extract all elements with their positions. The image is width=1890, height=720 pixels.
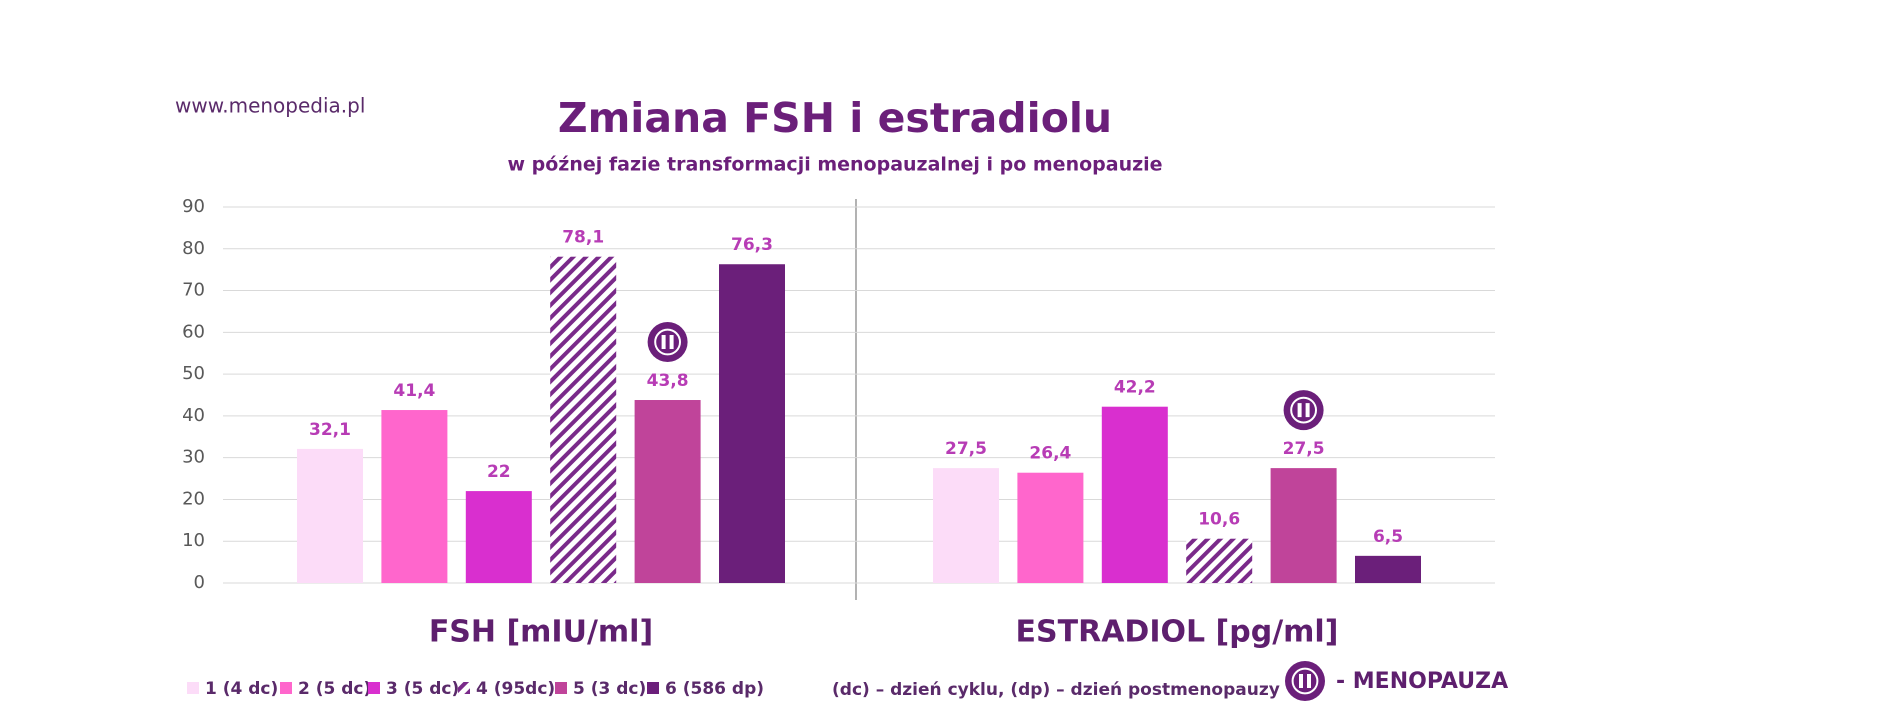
- bar: [933, 468, 999, 583]
- bar: [1270, 468, 1337, 583]
- y-tick-label: 60: [182, 321, 205, 342]
- bar: [634, 400, 701, 583]
- value-label: 76,3: [731, 235, 773, 255]
- menopause-icon: [1285, 661, 1325, 701]
- value-label: 26,4: [1029, 444, 1071, 464]
- value-label: 6,5: [1373, 527, 1403, 547]
- bar: [1355, 555, 1421, 583]
- menopause-icon: [1283, 390, 1324, 431]
- source: www.menopedia.pl: [175, 94, 365, 118]
- menopause-icon: [647, 322, 688, 363]
- category-label: FSH [mIU/ml]: [429, 615, 653, 650]
- y-tick-label: 90: [182, 196, 205, 217]
- y-tick-label: 0: [194, 572, 205, 593]
- icon-ring: [1290, 396, 1317, 424]
- footnote: (dc) – dzień cyklu, (dp) – dzień postmen…: [832, 680, 1280, 700]
- bar: [1017, 472, 1084, 583]
- icon-bar: [661, 335, 666, 350]
- icon-bar: [669, 335, 674, 350]
- icon-circle: [1285, 661, 1325, 701]
- value-label: 42,2: [1114, 378, 1156, 398]
- icon-bar: [1307, 674, 1311, 688]
- y-tick-label: 80: [182, 238, 205, 259]
- bar: [1101, 406, 1168, 583]
- value-label: 78,1: [562, 228, 604, 248]
- category-label: ESTRADIOL [pg/ml]: [1016, 615, 1339, 650]
- legend-swatch: [458, 682, 470, 694]
- legend-label: 4 (95dc): [476, 679, 555, 699]
- bar: [550, 256, 617, 583]
- bar: [719, 264, 785, 583]
- legend-swatch: [647, 682, 659, 694]
- y-tick-label: 20: [182, 488, 205, 509]
- legend-swatch: [555, 682, 567, 694]
- chart-title: Zmiana FSH i estradiolu: [558, 94, 1112, 142]
- icon-bar: [1299, 674, 1303, 688]
- legend-label: 1 (4 dc): [205, 679, 278, 699]
- y-tick-label: 40: [182, 405, 205, 426]
- icon-bar: [1305, 403, 1310, 418]
- value-label: 32,1: [309, 420, 351, 440]
- value-label: 43,8: [647, 371, 689, 391]
- chart-subtitle: w późnej fazie transformacji menopauzaln…: [507, 154, 1162, 176]
- bar: [465, 491, 532, 583]
- y-tick-label: 10: [182, 530, 205, 551]
- legend-swatch: [187, 682, 199, 694]
- legend-label: 2 (5 dc): [298, 679, 371, 699]
- value-label: 41,4: [393, 381, 435, 401]
- icon-circle: [647, 322, 688, 363]
- bar: [297, 448, 363, 583]
- bar: [381, 410, 448, 583]
- value-label: 27,5: [945, 439, 987, 459]
- legend-label: 6 (586 dp): [665, 679, 764, 699]
- legend-swatch: [280, 682, 292, 694]
- marker-legend: - MENOPAUZA: [1336, 669, 1508, 694]
- icon-circle: [1283, 390, 1324, 431]
- icon-bar: [1297, 403, 1302, 418]
- icon-ring: [654, 328, 681, 356]
- value-label: 22: [487, 462, 511, 482]
- y-tick-label: 70: [182, 280, 205, 301]
- legend-swatch: [368, 682, 380, 694]
- bar: [1186, 538, 1253, 583]
- legend-label: 5 (3 dc): [573, 679, 646, 699]
- legend-label: 3 (5 dc): [386, 679, 459, 699]
- icon-ring: [1291, 667, 1319, 695]
- value-label: 10,6: [1198, 510, 1240, 530]
- y-tick-label: 30: [182, 447, 205, 468]
- value-label: 27,5: [1283, 439, 1325, 459]
- y-tick-label: 50: [182, 363, 205, 384]
